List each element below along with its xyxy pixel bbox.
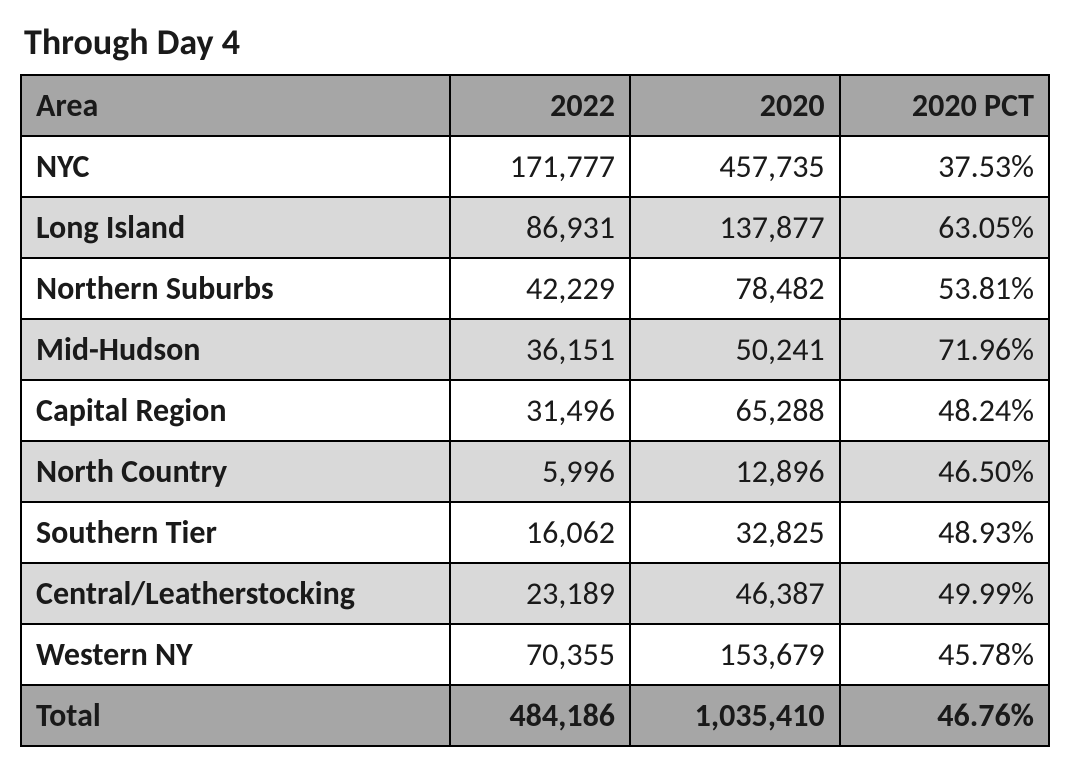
table-row: Capital Region 31,496 65,288 48.24%: [21, 380, 1049, 441]
cell-2020: 12,896: [630, 441, 840, 502]
cell-2020: 50,241: [630, 319, 840, 380]
data-table: Area 2022 2020 2020 PCT NYC 171,777 457,…: [20, 74, 1050, 747]
table-row: Long Island 86,931 137,877 63.05%: [21, 197, 1049, 258]
cell-2022: 36,151: [450, 319, 630, 380]
table-row: Central/Leatherstocking 23,189 46,387 49…: [21, 563, 1049, 624]
table-row: Southern Tier 16,062 32,825 48.93%: [21, 502, 1049, 563]
table-row: North Country 5,996 12,896 46.50%: [21, 441, 1049, 502]
cell-pct: 46.50%: [840, 441, 1049, 502]
cell-2022: 70,355: [450, 624, 630, 685]
cell-pct: 53.81%: [840, 258, 1049, 319]
cell-area-total: Total: [21, 685, 450, 746]
cell-2020-total: 1,035,410: [630, 685, 840, 746]
cell-area: Mid-Hudson: [21, 319, 450, 380]
cell-pct: 71.96%: [840, 319, 1049, 380]
cell-pct: 48.93%: [840, 502, 1049, 563]
cell-2020: 32,825: [630, 502, 840, 563]
col-header-pct: 2020 PCT: [840, 75, 1049, 136]
cell-area: NYC: [21, 136, 450, 197]
cell-pct: 63.05%: [840, 197, 1049, 258]
cell-pct: 49.99%: [840, 563, 1049, 624]
cell-pct: 48.24%: [840, 380, 1049, 441]
cell-2022: 23,189: [450, 563, 630, 624]
cell-2020: 137,877: [630, 197, 840, 258]
cell-area: Southern Tier: [21, 502, 450, 563]
cell-2020: 65,288: [630, 380, 840, 441]
page-title: Through Day 4: [20, 20, 1054, 64]
cell-2022: 42,229: [450, 258, 630, 319]
table-row: Mid-Hudson 36,151 50,241 71.96%: [21, 319, 1049, 380]
cell-2022: 5,996: [450, 441, 630, 502]
cell-area: Northern Suburbs: [21, 258, 450, 319]
cell-area: Western NY: [21, 624, 450, 685]
cell-2020: 457,735: [630, 136, 840, 197]
cell-2022: 86,931: [450, 197, 630, 258]
cell-2022: 171,777: [450, 136, 630, 197]
table-total-row: Total 484,186 1,035,410 46.76%: [21, 685, 1049, 746]
cell-2020: 78,482: [630, 258, 840, 319]
col-header-area: Area: [21, 75, 450, 136]
table-row: NYC 171,777 457,735 37.53%: [21, 136, 1049, 197]
cell-pct: 45.78%: [840, 624, 1049, 685]
cell-2022: 16,062: [450, 502, 630, 563]
cell-pct: 37.53%: [840, 136, 1049, 197]
col-header-2020: 2020: [630, 75, 840, 136]
col-header-2022: 2022: [450, 75, 630, 136]
cell-area: Long Island: [21, 197, 450, 258]
cell-area: Central/Leatherstocking: [21, 563, 450, 624]
cell-2020: 153,679: [630, 624, 840, 685]
cell-2022: 31,496: [450, 380, 630, 441]
cell-area: Capital Region: [21, 380, 450, 441]
table-row: Western NY 70,355 153,679 45.78%: [21, 624, 1049, 685]
cell-pct-total: 46.76%: [840, 685, 1049, 746]
cell-2020: 46,387: [630, 563, 840, 624]
cell-2022-total: 484,186: [450, 685, 630, 746]
cell-area: North Country: [21, 441, 450, 502]
table-body: NYC 171,777 457,735 37.53% Long Island 8…: [21, 136, 1049, 746]
table-header-row: Area 2022 2020 2020 PCT: [21, 75, 1049, 136]
table-row: Northern Suburbs 42,229 78,482 53.81%: [21, 258, 1049, 319]
